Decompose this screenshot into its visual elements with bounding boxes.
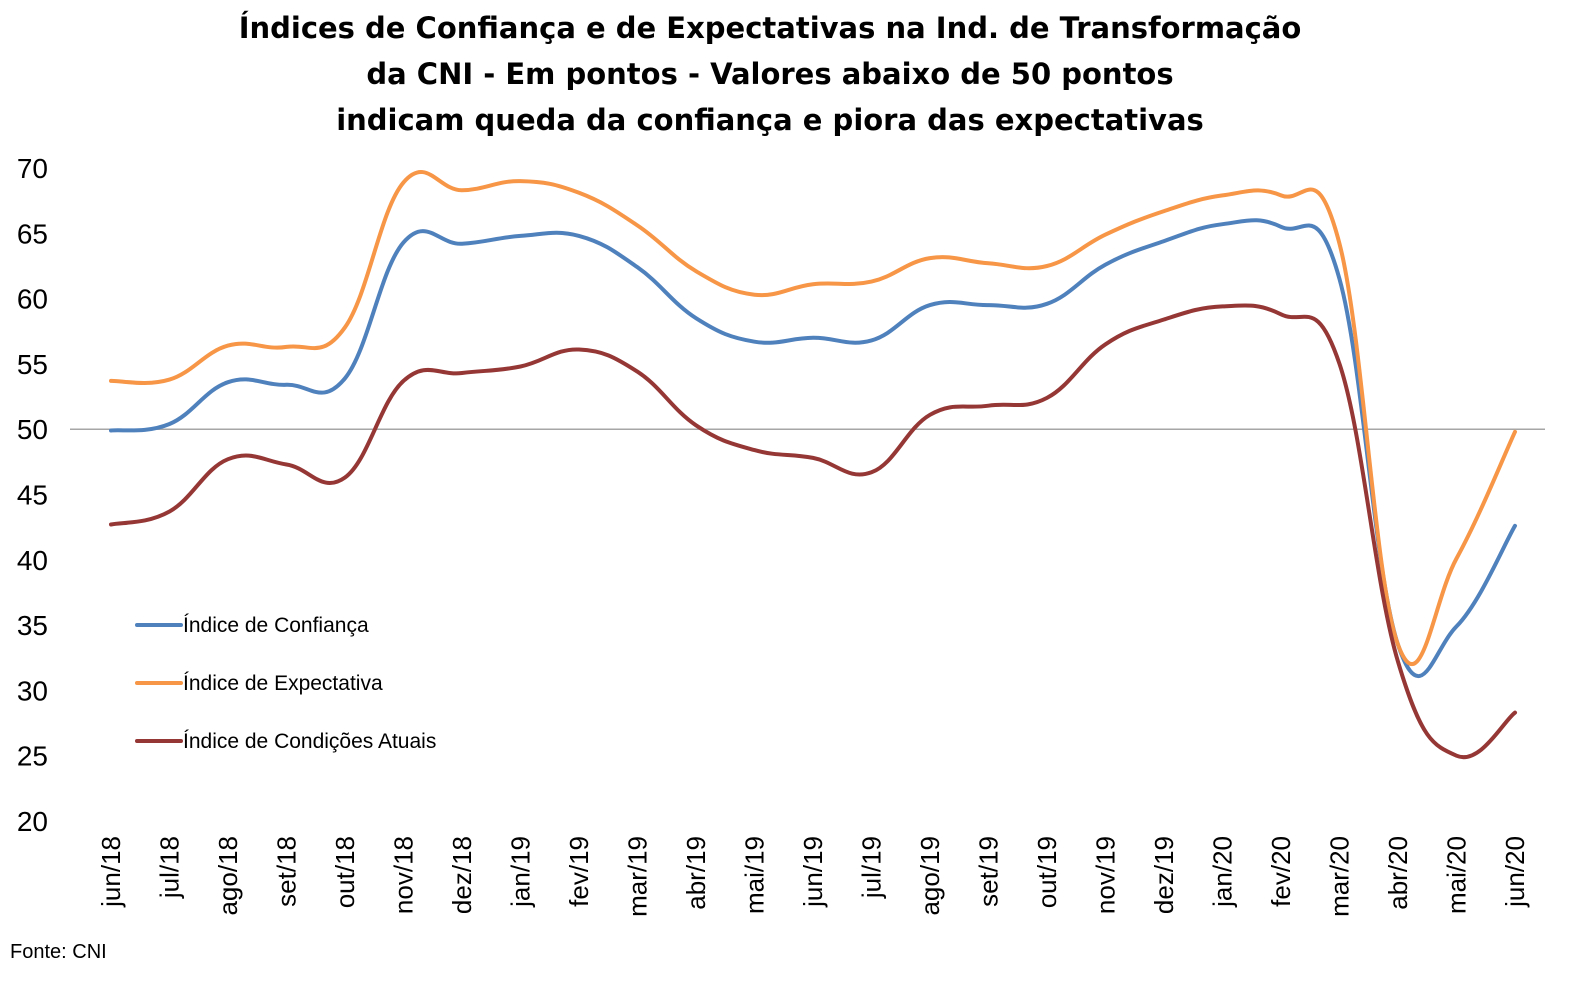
x-tick-label: set/19 (974, 836, 1004, 907)
chart-title: Índices de Confiança e de Expectativas n… (239, 11, 1302, 137)
y-tick-label: 45 (17, 480, 48, 511)
x-tick-label: jun/20 (1500, 836, 1530, 908)
x-tick-label: abr/19 (681, 836, 711, 910)
y-tick-label: 70 (17, 153, 48, 184)
x-tick-label: jul/19 (857, 836, 887, 899)
y-tick-label: 35 (17, 610, 48, 641)
x-tick-label: abr/20 (1383, 836, 1413, 910)
y-tick-label: 65 (17, 218, 48, 249)
y-tick-label: 25 (17, 741, 48, 772)
x-tick-label: out/19 (1032, 836, 1062, 908)
x-tick-label: set/18 (272, 836, 302, 907)
x-tick-label: ago/18 (213, 836, 243, 916)
x-tick-label: ago/19 (915, 836, 945, 916)
y-tick-label: 20 (17, 806, 48, 837)
chart-title-line-2: da CNI - Em pontos - Valores abaixo de 5… (366, 57, 1173, 91)
series-line-condicoes-atuais (109, 303, 1517, 760)
series-line-expectativa (109, 170, 1517, 666)
x-tick-label: jun/18 (96, 836, 126, 908)
x-tick-label: mar/20 (1325, 836, 1355, 917)
x-tick-label: mar/19 (623, 836, 653, 917)
x-tick-label: jan/19 (506, 836, 536, 908)
chart-title-line-3: indicam queda da confiança e piora das e… (336, 103, 1204, 137)
x-tick-label: mai/19 (740, 836, 770, 914)
x-tick-label: out/18 (330, 836, 360, 908)
legend: Índice de Confiança Índice de Expectativa… (135, 614, 436, 753)
x-tick-label: jul/18 (155, 836, 185, 899)
x-axis-ticks: jun/18 jul/18 ago/18 set/18 out/18 nov/18 dez/… (96, 836, 1530, 917)
chart-title-line-1: Índices de Confiança e de Expectativas n… (239, 11, 1302, 45)
y-tick-label: 60 (17, 284, 48, 315)
source-note: Fonte: CNI (10, 941, 107, 963)
y-tick-label: 40 (17, 545, 48, 576)
x-tick-label: fev/20 (1266, 836, 1296, 907)
x-tick-label: dez/19 (1149, 836, 1179, 914)
legend-label-confianca: Índice de Confiança (183, 614, 369, 637)
x-tick-label: jun/19 (798, 836, 828, 908)
x-tick-label: mai/20 (1442, 836, 1472, 914)
y-tick-label: 50 (17, 414, 48, 445)
legend-label-expectativa: Índice de Expectativa (183, 672, 383, 695)
series-lines (109, 170, 1517, 760)
x-tick-label: nov/18 (389, 836, 419, 914)
y-tick-label: 30 (17, 675, 48, 706)
y-axis-ticks: 70 65 60 55 50 45 40 35 30 25 20 (17, 153, 48, 837)
legend-label-condicoes-atuais: Índice de Condições Atuais (183, 730, 436, 753)
x-tick-label: nov/19 (1091, 836, 1121, 914)
x-tick-label: jan/20 (1208, 836, 1238, 908)
series-line-confianca (109, 218, 1517, 678)
x-tick-label: fev/19 (564, 836, 594, 907)
x-tick-label: dez/18 (447, 836, 477, 914)
y-tick-label: 55 (17, 349, 48, 380)
